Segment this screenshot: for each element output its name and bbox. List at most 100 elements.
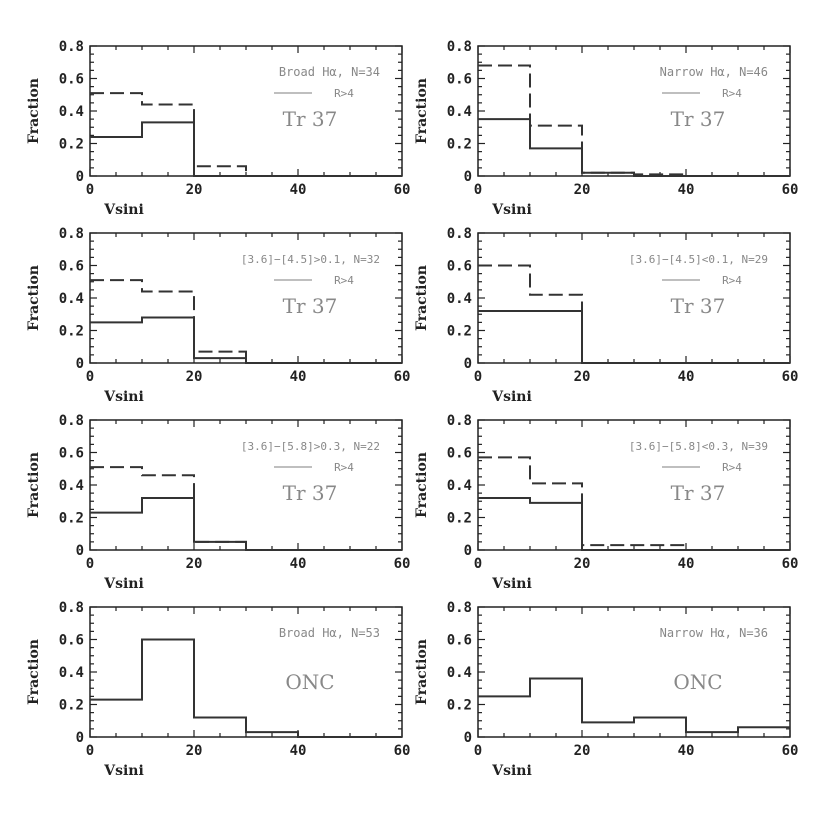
x-tick-label: 0: [86, 369, 94, 385]
x-tick-label: 40: [290, 556, 307, 572]
y-tick-label: 0.2: [59, 137, 84, 153]
x-tick-label: 0: [474, 556, 482, 572]
histogram-series-dashed: [478, 456, 790, 551]
y-tick-label: 0.6: [59, 446, 84, 462]
histogram-series-dashed: [90, 92, 402, 177]
y-tick-label: 0: [76, 356, 84, 372]
legend-label: R>4: [722, 87, 742, 100]
x-tick-label: 20: [186, 182, 203, 198]
histogram-series-solid: [478, 310, 790, 364]
x-tick-label: 0: [86, 182, 94, 198]
y-tick-label: 0.2: [447, 698, 472, 714]
chart-panel-6: 0 20 40 60 0 0.2 0.4 0.6 0.8 Vsini Fraction [3.6]−[…: [414, 413, 798, 592]
y-tick-label: 0.8: [59, 600, 84, 616]
legend-label: R>4: [722, 274, 742, 287]
panel-annotation: Broad Hα, N=34: [279, 65, 380, 79]
histogram-series-dashed: [90, 466, 402, 551]
y-axis-label: Fraction: [26, 639, 42, 705]
histogram-series-dashed: [478, 64, 790, 177]
x-tick-label: 40: [290, 743, 307, 759]
chart-panel-7: 0 20 40 60 0 0.2 0.4 0.6 0.8 Vsini Fraction Broad H…: [26, 600, 410, 779]
x-tick-label: 0: [86, 556, 94, 572]
y-axis-label: Fraction: [414, 78, 430, 144]
x-axis-label: Vsini: [103, 389, 144, 405]
x-tick-label: 20: [186, 743, 203, 759]
y-tick-label: 0.4: [447, 478, 472, 494]
cluster-label: Tr 37: [283, 294, 338, 318]
y-tick-label: 0: [464, 543, 472, 559]
chart-panel-8: 0 20 40 60 0 0.2 0.4 0.6 0.8 Vsini Fraction Narrow …: [414, 600, 798, 779]
y-tick-label: 0: [76, 730, 84, 746]
y-tick-label: 0.2: [59, 511, 84, 527]
y-axis-label: Fraction: [26, 452, 42, 518]
histogram-series-solid: [478, 118, 790, 177]
y-tick-label: 0.2: [447, 324, 472, 340]
y-tick-label: 0.2: [59, 698, 84, 714]
x-tick-label: 60: [782, 182, 799, 198]
y-tick-label: 0.4: [447, 104, 472, 120]
panel-annotation: [3.6]−[5.8]>0.3, N=22: [241, 440, 380, 453]
y-tick-label: 0: [464, 356, 472, 372]
x-tick-label: 60: [782, 556, 799, 572]
x-tick-label: 0: [474, 743, 482, 759]
y-tick-label: 0.8: [447, 226, 472, 242]
y-tick-label: 0: [464, 169, 472, 185]
y-tick-label: 0.8: [59, 39, 84, 55]
panel-annotation: [3.6]−[5.8]<0.3, N=39: [629, 440, 768, 453]
y-tick-label: 0.4: [59, 478, 84, 494]
y-tick-label: 0.4: [447, 291, 472, 307]
cluster-label: Tr 37: [283, 107, 338, 131]
x-tick-label: 20: [574, 743, 591, 759]
x-tick-label: 20: [574, 556, 591, 572]
x-tick-label: 40: [678, 556, 695, 572]
histogram-series-solid: [478, 677, 790, 734]
y-axis-label: Fraction: [26, 265, 42, 331]
x-tick-label: 40: [290, 369, 307, 385]
y-tick-label: 0.8: [59, 226, 84, 242]
y-axis-label: Fraction: [414, 639, 430, 705]
x-tick-label: 20: [186, 369, 203, 385]
x-tick-label: 60: [394, 556, 411, 572]
y-tick-label: 0.6: [447, 633, 472, 649]
panel-annotation: Broad Hα, N=53: [279, 626, 380, 640]
x-tick-label: 20: [186, 556, 203, 572]
x-axis-label: Vsini: [491, 576, 532, 592]
chart-panel-3: 0 20 40 60 0 0.2 0.4 0.6 0.8 Vsini Fraction [3.6]−[…: [26, 226, 410, 405]
x-tick-label: 20: [574, 369, 591, 385]
y-tick-label: 0: [76, 169, 84, 185]
x-tick-label: 20: [574, 182, 591, 198]
y-tick-label: 0.4: [59, 104, 84, 120]
panel-annotation: Narrow Hα, N=46: [660, 65, 768, 79]
y-tick-label: 0.6: [59, 259, 84, 275]
x-axis-label: Vsini: [491, 389, 532, 405]
y-tick-label: 0.8: [59, 413, 84, 429]
x-tick-label: 40: [290, 182, 307, 198]
y-tick-label: 0: [76, 543, 84, 559]
x-tick-label: 40: [678, 369, 695, 385]
y-tick-label: 0.6: [59, 72, 84, 88]
cluster-label: Tr 37: [671, 481, 726, 505]
y-tick-label: 0.6: [447, 259, 472, 275]
chart-panel-2: 0 20 40 60 0 0.2 0.4 0.6 0.8 Vsini Fraction Narrow …: [414, 39, 798, 218]
y-tick-label: 0.6: [447, 72, 472, 88]
x-tick-label: 60: [394, 182, 411, 198]
x-tick-label: 40: [678, 743, 695, 759]
legend-label: R>4: [334, 87, 354, 100]
x-axis-label: Vsini: [491, 763, 532, 779]
y-tick-label: 0.2: [447, 137, 472, 153]
cluster-label: Tr 37: [671, 294, 726, 318]
y-axis-label: Fraction: [414, 265, 430, 331]
y-tick-label: 0.4: [59, 291, 84, 307]
y-tick-label: 0.4: [59, 665, 84, 681]
legend-label: R>4: [334, 461, 354, 474]
histogram-series-solid: [90, 316, 402, 364]
x-tick-label: 40: [678, 182, 695, 198]
x-tick-label: 60: [394, 369, 411, 385]
panel-annotation: [3.6]−[4.5]>0.1, N=32: [241, 253, 380, 266]
y-tick-label: 0.4: [447, 665, 472, 681]
x-tick-label: 0: [474, 369, 482, 385]
y-tick-label: 0.6: [447, 446, 472, 462]
y-tick-label: 0.2: [447, 511, 472, 527]
chart-panel-5: 0 20 40 60 0 0.2 0.4 0.6 0.8 Vsini Fraction [3.6]−[…: [26, 413, 410, 592]
